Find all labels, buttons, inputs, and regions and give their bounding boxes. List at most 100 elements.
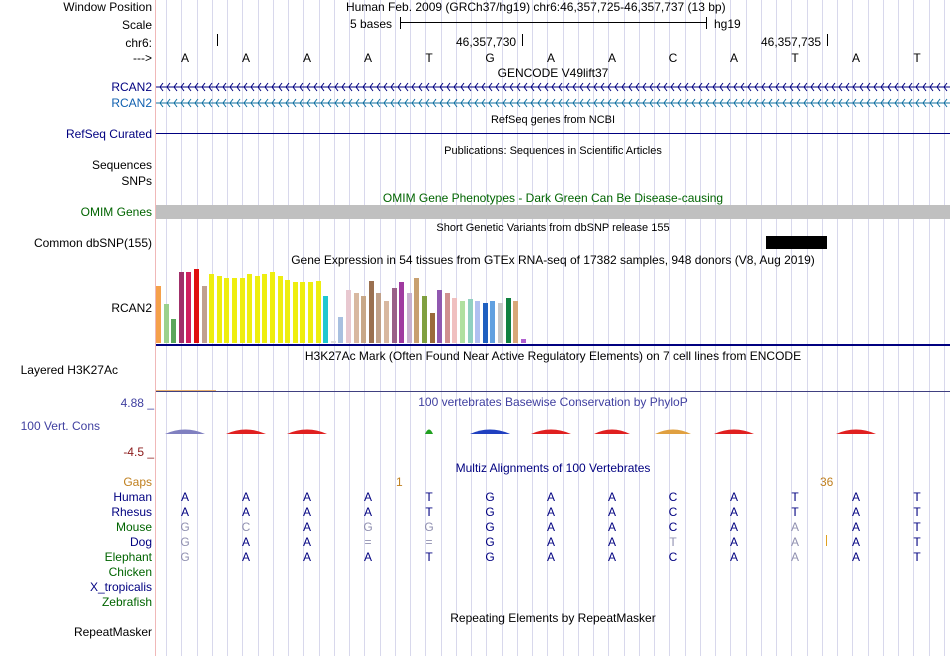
gtex-tissue-bar[interactable] <box>361 296 367 343</box>
gtex-tissue-bar[interactable] <box>406 293 412 343</box>
gtex-tissue-bar[interactable] <box>437 290 443 343</box>
grid-line <box>746 0 747 656</box>
omim-label[interactable]: OMIM Genes <box>80 205 152 219</box>
gtex-tissue-bar[interactable] <box>475 301 481 343</box>
repeatmasker-label[interactable]: RepeatMasker <box>73 625 152 639</box>
gtex-tissue-bar[interactable] <box>323 296 329 343</box>
gtex-tissue-bar[interactable] <box>285 280 291 343</box>
refseq-gene-line[interactable] <box>156 133 950 134</box>
gtex-tissue-bar[interactable] <box>232 278 237 343</box>
grid-line <box>776 0 777 656</box>
aligned-base: A <box>607 505 616 519</box>
gtex-tissue-bar[interactable] <box>216 276 222 343</box>
gtex-tissue-bar[interactable] <box>171 319 177 343</box>
refseq-label[interactable]: RefSeq Curated <box>65 127 152 141</box>
gencode-rcan2-label-2[interactable]: RCAN2 <box>111 96 152 110</box>
gtex-tissue-bar[interactable] <box>201 286 207 343</box>
gtex-tissue-bar[interactable] <box>414 278 420 343</box>
gtex-tissue-bar[interactable] <box>209 274 215 343</box>
gtex-tissue-bar[interactable] <box>391 288 397 343</box>
gtex-tissue-bar[interactable] <box>178 272 184 343</box>
gtex-tissue-bar[interactable] <box>452 298 458 343</box>
gtex-tissue-bar[interactable] <box>513 301 519 343</box>
gtex-tissue-bar[interactable] <box>505 298 511 343</box>
gtex-tissue-bar[interactable] <box>467 299 473 343</box>
aligned-base: A <box>302 490 311 504</box>
grid-line <box>883 0 884 656</box>
scale-text: 5 bases <box>350 17 393 31</box>
gtex-tissue-bar[interactable] <box>338 317 344 343</box>
species-label-chicken[interactable]: Chicken <box>108 565 152 579</box>
gtex-tissue-bar[interactable] <box>186 272 192 343</box>
gtex-tissue-bar[interactable] <box>308 282 313 343</box>
gaps-label[interactable]: Gaps <box>123 475 152 489</box>
dbsnp-title: Short Genetic Variants from dbSNP releas… <box>436 222 670 234</box>
gtex-tissue-bar[interactable] <box>262 274 268 343</box>
gtex-tissue-bar[interactable] <box>254 276 260 343</box>
gtex-tissue-bar[interactable] <box>384 301 389 343</box>
aligned-base: A <box>363 505 372 519</box>
multiz-title: Multiz Alignments of 100 Vertebrates <box>455 461 651 475</box>
species-label-x_tropicalis[interactable]: X_tropicalis <box>89 580 152 594</box>
gtex-tissue-bar[interactable] <box>482 303 488 343</box>
gtex-tissue-bar[interactable] <box>224 278 230 343</box>
gtex-bar-chart[interactable] <box>156 267 536 343</box>
dbsnp-label[interactable]: Common dbSNP(155) <box>33 236 152 250</box>
snps-label[interactable]: SNPs <box>121 174 152 188</box>
gtex-tissue-bar[interactable] <box>346 290 351 343</box>
sequences-label[interactable]: Sequences <box>91 158 152 172</box>
phylop-base-logo <box>226 429 266 434</box>
phylop-title: 100 vertebrates Basewise Conservation by… <box>418 395 688 409</box>
gtex-tissue-bar[interactable] <box>163 304 169 343</box>
gtex-tissue-bar[interactable] <box>247 274 253 343</box>
species-label-dog[interactable]: Dog <box>129 535 152 549</box>
gtex-tissue-bar[interactable] <box>399 282 405 343</box>
species-label-elephant[interactable]: Elephant <box>104 550 152 564</box>
gtex-tissue-bar[interactable] <box>194 269 199 343</box>
aligned-base: A <box>180 505 189 519</box>
window-position-value[interactable]: Human Feb. 2009 (GRCh37/hg19) chr6:46,35… <box>346 0 726 14</box>
species-label-human[interactable]: Human <box>113 490 152 504</box>
species-label-zebrafish[interactable]: Zebrafish <box>101 595 152 609</box>
aligned-base: A <box>546 520 555 534</box>
aligned-base: A <box>302 505 311 519</box>
species-label-mouse[interactable]: Mouse <box>115 520 152 534</box>
gtex-tissue-bar[interactable] <box>376 293 382 343</box>
gtex-label[interactable]: RCAN2 <box>111 301 152 315</box>
h3k27ac-label[interactable]: Layered H3K27Ac <box>20 363 118 377</box>
gtex-tissue-bar[interactable] <box>422 296 427 343</box>
gtex-tissue-bar[interactable] <box>490 301 496 343</box>
phylop-min: -4.5 _ <box>123 445 154 459</box>
gtex-tissue-bar[interactable] <box>520 339 526 343</box>
gtex-tissue-bar[interactable] <box>444 293 450 343</box>
gtex-tissue-bar[interactable] <box>498 303 503 343</box>
gtex-tissue-bar[interactable] <box>292 282 298 343</box>
phylop-base-logo <box>594 429 630 434</box>
rcan2-gene-track-1[interactable] <box>156 81 950 92</box>
gtex-tissue-bar[interactable] <box>460 301 465 343</box>
phylop-label[interactable]: 100 Vert. Cons <box>20 419 100 433</box>
gtex-tissue-bar[interactable] <box>368 281 374 343</box>
gtex-tissue-bar[interactable] <box>300 282 306 343</box>
gtex-tissue-bar[interactable] <box>330 341 336 343</box>
dbsnp-variant-block[interactable] <box>766 236 827 249</box>
aligned-base: C <box>668 520 678 534</box>
reference-base: A <box>302 51 311 65</box>
gtex-tissue-bar[interactable] <box>429 313 435 343</box>
gtex-tissue-bar[interactable] <box>353 293 359 343</box>
species-label-rhesus[interactable]: Rhesus <box>111 505 152 519</box>
aligned-base: G <box>485 550 495 564</box>
gtex-tissue-bar[interactable] <box>315 281 321 343</box>
h3k27ac-title: H3K27Ac Mark (Often Found Near Active Re… <box>304 349 802 363</box>
gencode-rcan2-label-1[interactable]: RCAN2 <box>111 80 152 94</box>
aligned-base: C <box>668 505 678 519</box>
gtex-tissue-bar[interactable] <box>239 278 245 343</box>
gtex-tissue-bar[interactable] <box>277 276 283 343</box>
gtex-tissue-bar[interactable] <box>270 272 275 343</box>
omim-gene-block[interactable] <box>156 205 950 219</box>
gtex-tissue-bar[interactable] <box>156 286 161 343</box>
aligned-base: G <box>485 535 495 549</box>
phylop-logo-track[interactable] <box>156 424 950 436</box>
rcan2-gene-track-2[interactable] <box>156 97 950 108</box>
grid-line <box>547 0 548 656</box>
